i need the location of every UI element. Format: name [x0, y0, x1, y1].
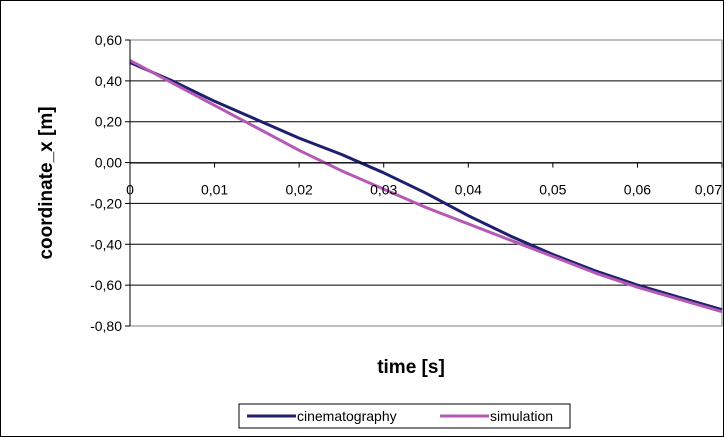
- x-axis-title: time [s]: [377, 357, 445, 378]
- x-tick-label-7: 0,07: [695, 182, 722, 198]
- series-line-simulation: [129, 59, 723, 314]
- x-tick-label-5: 0,05: [539, 182, 566, 198]
- y-tick-label-0: 0,60: [95, 32, 122, 48]
- y-tick-label-2: 0,20: [95, 114, 122, 130]
- legend: cinematography simulation: [238, 403, 571, 429]
- y-tick-label-3: 0,00: [95, 155, 122, 171]
- y-tick-label-4: -0,20: [90, 195, 122, 211]
- y-axis-title: coordinate_x [m]: [36, 106, 57, 259]
- x-tick-label-2: 0,02: [286, 182, 313, 198]
- series-line-cinematography: [129, 61, 723, 312]
- legend-label-cinematography: cinematography: [297, 408, 397, 424]
- x-tick-label-4: 0,04: [455, 182, 482, 198]
- y-tick-label-1: 0,40: [95, 73, 122, 89]
- x-tick-label-0: 0: [126, 182, 134, 198]
- y-tick-labels: 0,60 0,40 0,20 0,00 -0,20 -0,40 -0,60 -0,80: [90, 32, 130, 334]
- x-tick-label-1: 0,01: [201, 182, 228, 198]
- series-lines: [129, 59, 723, 314]
- x-tick-label-6: 0,06: [624, 182, 651, 198]
- x-tick-label-3: 0,03: [370, 182, 397, 198]
- y-tick-label-6: -0,60: [90, 277, 122, 293]
- y-tick-label-7: -0,80: [90, 318, 122, 334]
- legend-label-simulation: simulation: [490, 408, 553, 424]
- y-tick-label-5: -0,40: [90, 236, 122, 252]
- x-tick-labels: 0 0,01 0,02 0,03 0,04 0,05 0,06 0,07: [126, 162, 723, 198]
